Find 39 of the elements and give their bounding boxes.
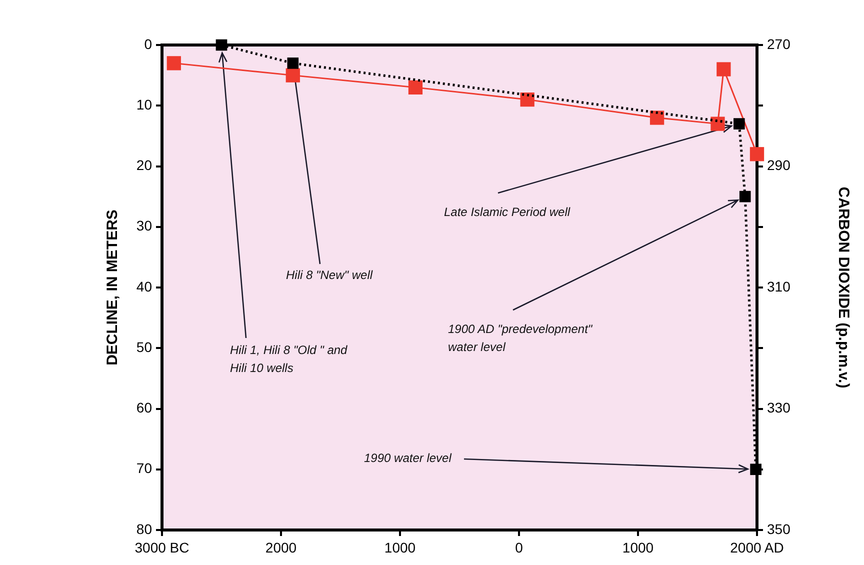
point xyxy=(650,110,664,125)
y-tick-label: 20 xyxy=(136,157,152,174)
x-tick-label: 3000 BC xyxy=(134,539,190,556)
x-tick-label: 1000 xyxy=(384,539,416,556)
y-axis-title: DECLINE, IN METERS xyxy=(104,210,122,366)
y2-tick-label: 330 xyxy=(767,400,791,416)
y-tick-label: 30 xyxy=(136,218,152,234)
y2-tick-label: 350 xyxy=(767,520,791,537)
annotation: Late Islamic Period well xyxy=(444,204,572,221)
x-tick-label: 2000 xyxy=(265,539,297,556)
point xyxy=(716,62,731,76)
point xyxy=(710,116,725,131)
annotation: 1990 water level xyxy=(364,450,453,467)
y-tick-label: 50 xyxy=(136,338,152,355)
point xyxy=(408,80,423,95)
y-tick-label: 40 xyxy=(136,278,152,294)
point xyxy=(739,190,751,202)
x-tick-label: 1000 xyxy=(622,539,654,556)
annotation: 1900 AD "predevelopment" water level xyxy=(448,321,594,356)
y2-axis-title: CARBON DIOXIDE (p.p.m.v.) xyxy=(834,186,852,388)
y-tick-label: 80 xyxy=(136,520,152,537)
y-tick-label: 10 xyxy=(136,96,152,112)
x-tick-label: 2000 AD xyxy=(730,539,784,556)
annotation: Hili 1, Hili 8 "Old " and Hili 10 wells xyxy=(230,342,348,377)
point xyxy=(286,68,300,82)
point xyxy=(750,464,762,476)
y-tick-label: 70 xyxy=(136,460,152,476)
y-tick-label: 0 xyxy=(144,36,152,52)
point xyxy=(750,147,764,162)
point xyxy=(520,92,534,107)
y-tick-label: 60 xyxy=(136,400,152,416)
point xyxy=(733,118,745,130)
y2-tick-label: 310 xyxy=(767,278,791,294)
x-tick-label: 0 xyxy=(515,539,524,556)
point xyxy=(287,58,299,69)
annotation: Hili 8 "New" well xyxy=(286,267,374,284)
y2-tick-label: 270 xyxy=(767,36,791,52)
point xyxy=(166,56,181,70)
y2-tick-label: 290 xyxy=(767,157,791,174)
